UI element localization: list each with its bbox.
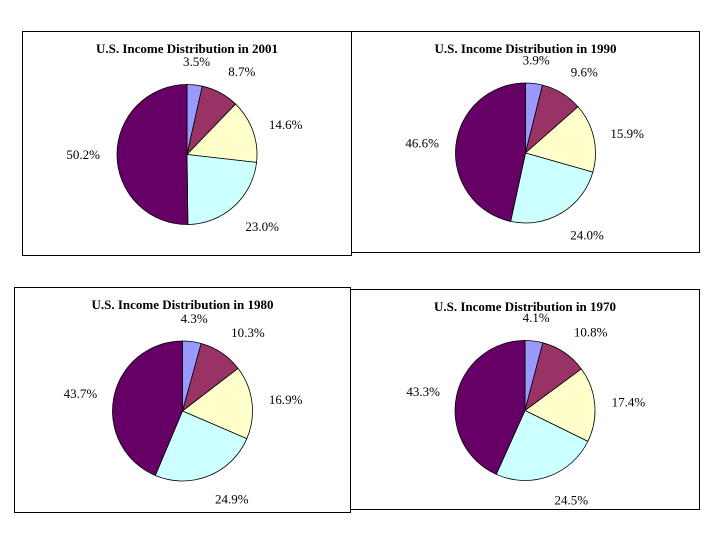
pie-percent-label: 15.9% [610, 126, 644, 141]
pie-percent-label: 43.3% [406, 384, 440, 399]
pie-percent-label: 24.5% [554, 492, 588, 507]
pie-percent-label: 46.6% [405, 136, 439, 151]
pie-percent-label: 4.3% [181, 311, 208, 326]
pie-slice-24.0% [510, 152, 594, 224]
pie-percent-label: 24.9% [215, 492, 249, 507]
chart-title-1980: U.S. Income Distribution in 1980 [91, 297, 274, 312]
pie-slice-14.6% [186, 103, 258, 163]
chart-title-1970: U.S. Income Distribution in 1970 [433, 299, 617, 314]
pie-slice-24.9% [154, 410, 248, 482]
pie-percent-label: 17.4% [612, 395, 646, 410]
pie-percent-label: 10.8% [574, 325, 608, 340]
pie-percent-label: 9.6% [571, 65, 598, 80]
chart-panel-1970: U.S. Income Distribution in 1970 4.1% 10.… [350, 289, 700, 510]
pie-percent-label: 3.9% [523, 53, 550, 68]
pie-slice-16.9% [181, 367, 253, 440]
pie-chart-2001: 3.5% 8.7% 14.6% 23.0% 50.2% [66, 54, 303, 234]
pie-chart-1990: 3.9% 9.6% 15.9% 24.0% 46.6% [405, 53, 644, 243]
chart-title-2001: U.S. Income Distribution in 2001 [95, 41, 279, 56]
pie-chart-1980: 4.3% 10.3% 16.9% 24.9% 43.7% [64, 311, 303, 507]
chart-panel-1980: U.S. Income Distribution in 1980 4.3% 10.… [14, 287, 351, 513]
pie-slice-43.3% [454, 340, 526, 475]
chart-panel-1990: U.S. Income Distribution in 1990 3.9% 9.6… [351, 31, 700, 253]
pie-slice-43.7% [112, 340, 183, 477]
pie-percent-label: 10.3% [231, 325, 265, 340]
pie-percent-label: 23.0% [245, 219, 279, 234]
pie-slice-15.9% [524, 106, 596, 173]
pie-percent-label: 16.9% [269, 392, 303, 407]
pie-percent-label: 3.5% [183, 54, 210, 69]
pie-percent-label: 8.7% [228, 64, 255, 79]
pie-percent-label: 14.6% [269, 117, 303, 132]
pie-percent-label: 43.7% [64, 386, 98, 401]
pie-percent-label: 4.1% [523, 310, 550, 325]
chart-panel-2001: U.S. Income Distribution in 2001 3.5% 8.7… [22, 31, 352, 256]
pie-percent-label: 24.0% [570, 228, 604, 243]
pie-percent-label: 50.2% [66, 147, 100, 162]
pie-slice-46.6% [455, 82, 526, 222]
pie-chart-1970: 4.1% 10.8% 17.4% 24.5% 43.3% [406, 310, 646, 507]
pie-slice-23.0% [186, 154, 257, 225]
pie-slice-17.4% [524, 368, 596, 442]
pie-slice-24.5% [495, 409, 589, 481]
chart-title-1990: U.S. Income Distribution in 1990 [434, 41, 617, 56]
pie-slice-50.2% [116, 84, 189, 225]
